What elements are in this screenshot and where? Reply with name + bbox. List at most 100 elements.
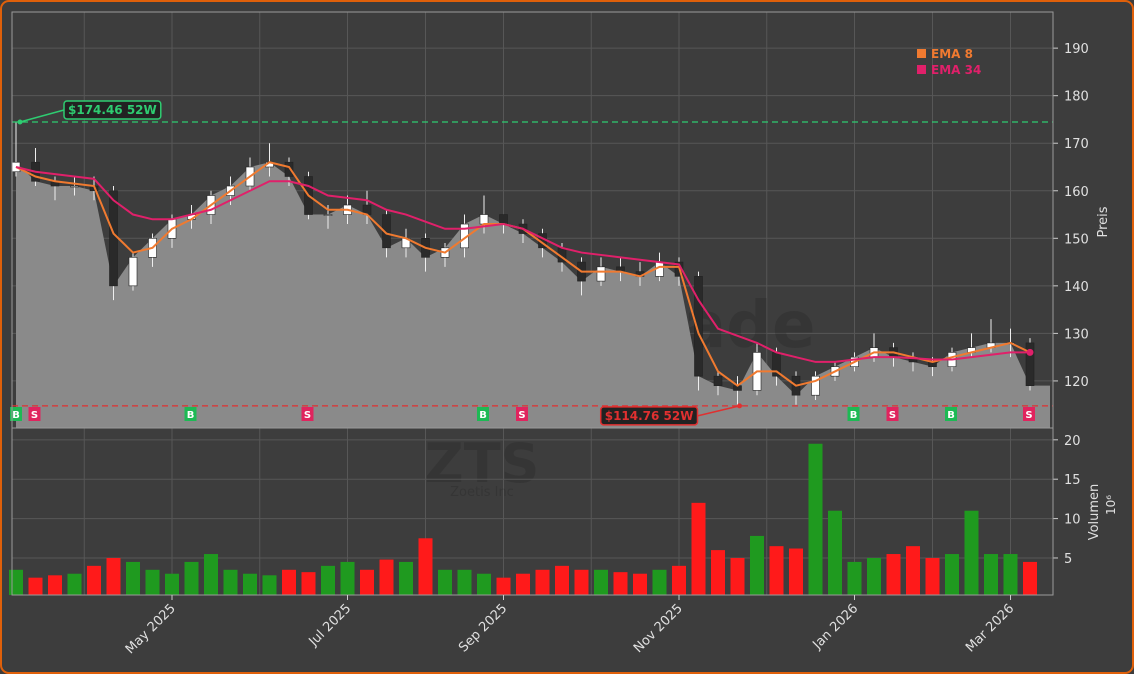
- volume-bar: [574, 569, 589, 595]
- signal-label: S: [304, 410, 311, 421]
- volume-bar: [594, 569, 608, 595]
- signal-label: S: [889, 410, 896, 421]
- signal-box: [477, 407, 489, 421]
- volume-bar: [399, 561, 413, 595]
- annotation-arrow: [19, 109, 65, 123]
- volume-bar: [223, 569, 238, 595]
- volume-bar: [438, 569, 452, 595]
- signal-box: [1023, 407, 1035, 421]
- y-tick-label: 5: [1064, 552, 1072, 567]
- volume-bar: [204, 554, 218, 595]
- volume-bar: [711, 550, 725, 595]
- volume-bar: [282, 569, 296, 595]
- legend-label: EMA 34: [931, 63, 981, 77]
- candle-body: [284, 161, 294, 177]
- candle-body: [713, 375, 723, 386]
- volume-bar: [360, 569, 374, 595]
- volume-bar: [964, 510, 979, 595]
- ema-line: [15, 166, 1030, 363]
- volume-bar: [555, 565, 569, 595]
- signal-box: [301, 407, 314, 421]
- annotation-point: [17, 119, 23, 125]
- volume-bar: [750, 535, 764, 595]
- volume-axis-label: Volumen: [1087, 484, 1102, 541]
- volume-bar: [808, 443, 823, 595]
- signal-box: [28, 407, 41, 421]
- volume-bar: [379, 559, 394, 595]
- volume-bar: [126, 561, 140, 595]
- volume-bar: [828, 510, 842, 595]
- volume-bar: [321, 565, 335, 595]
- candle-body: [70, 185, 79, 188]
- y-tick-label: 140: [1064, 280, 1089, 295]
- volume-bar: [165, 573, 179, 595]
- annotation-arrow: [697, 405, 740, 417]
- annotation-box: [63, 100, 162, 120]
- volume-bar: [184, 561, 199, 595]
- signal-label: B: [850, 410, 858, 421]
- candle-body: [1025, 342, 1035, 386]
- volume-bar: [516, 573, 530, 595]
- candle-body: [382, 214, 391, 249]
- annotation-point: [737, 403, 742, 409]
- signal-label: B: [947, 410, 955, 421]
- y-axis-label: Preis: [1096, 206, 1111, 237]
- signal-label: B: [187, 410, 195, 421]
- volume-unit: 10⁶: [1104, 495, 1118, 515]
- watermark-symbol: ZTS: [425, 432, 540, 495]
- annotation: $174.46 52W: [63, 100, 162, 120]
- signal-box: [184, 407, 197, 421]
- volume-bar: [457, 569, 472, 595]
- volume-bar: [67, 573, 82, 595]
- signal-box: [516, 407, 528, 421]
- candle-body: [596, 266, 606, 282]
- volume-bar: [633, 573, 647, 595]
- y-tick-label: 15: [1064, 473, 1081, 488]
- volume-bar: [730, 557, 745, 595]
- candle-body: [109, 190, 118, 287]
- annotation-label: $114.76 52W: [605, 409, 694, 423]
- annotation: $114.76 52W: [599, 406, 699, 426]
- signal-box: [886, 407, 899, 421]
- signal-label: S: [1025, 410, 1032, 421]
- volume-bar: [477, 573, 491, 595]
- price-area: [16, 162, 1050, 429]
- volume-bar: [984, 554, 998, 595]
- volume-bar: [48, 575, 62, 595]
- y-tick-label: 20: [1064, 434, 1081, 449]
- signal-box: [847, 407, 860, 421]
- volume-bar: [1003, 554, 1018, 595]
- volume-bar: [145, 569, 160, 595]
- volume-bar: [1023, 561, 1037, 595]
- candle-body: [811, 375, 820, 396]
- volume-bar: [886, 554, 901, 595]
- signal-label: B: [479, 410, 487, 421]
- volume-bar: [906, 546, 920, 595]
- signal-label: S: [31, 410, 38, 421]
- volume-bar: [691, 502, 706, 595]
- watermark-company: Zoetis Inc: [450, 485, 514, 500]
- volume-bar: [9, 569, 23, 595]
- signal-box: [10, 407, 22, 421]
- volume-bar: [301, 572, 316, 595]
- legend-label: EMA 8: [931, 47, 973, 61]
- y-tick-label: 160: [1064, 185, 1089, 200]
- volume-bar: [262, 575, 277, 595]
- volume-bar: [535, 569, 550, 595]
- volume-bar: [243, 573, 257, 595]
- legend-marker: [917, 49, 926, 58]
- candle-body: [499, 214, 508, 225]
- signal-label: B: [12, 410, 20, 421]
- y-tick-label: 130: [1064, 327, 1089, 342]
- volume-bar: [652, 569, 667, 595]
- y-tick-label: 10: [1064, 513, 1081, 528]
- y-tick-label: 180: [1064, 90, 1089, 105]
- volume-bar: [789, 548, 803, 595]
- candle-body: [128, 257, 138, 287]
- volume-bar: [28, 577, 43, 595]
- signal-box: [945, 407, 957, 421]
- volume-bar: [925, 557, 940, 595]
- volume-bar: [613, 572, 628, 595]
